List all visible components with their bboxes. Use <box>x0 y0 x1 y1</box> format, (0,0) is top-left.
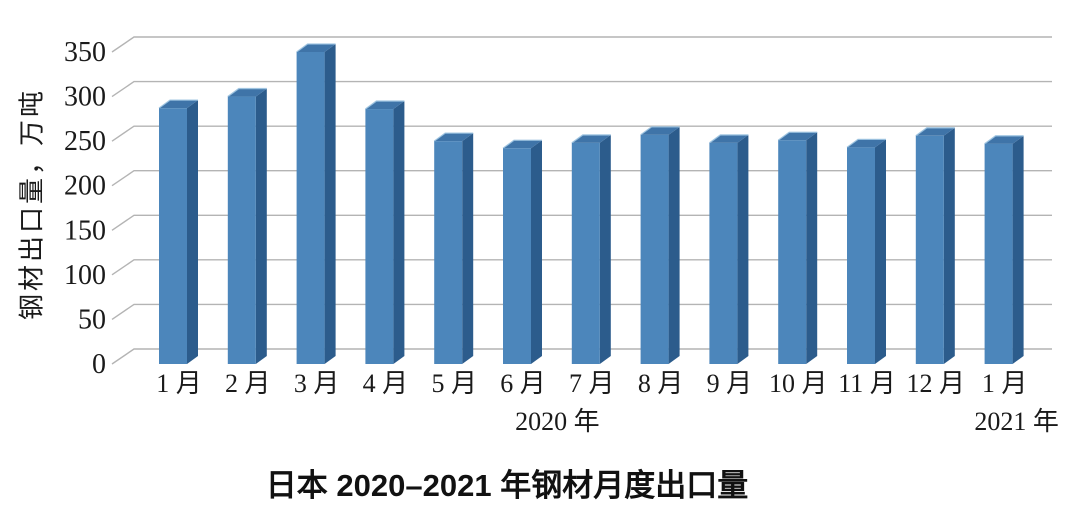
x-tick-label: 11 月 <box>838 369 896 398</box>
y-tick-label: 200 <box>64 171 106 202</box>
x-tick-label: 2 月 <box>225 369 271 398</box>
bar <box>433 132 474 364</box>
y-tick-label: 150 <box>64 215 106 246</box>
bars <box>158 43 1024 365</box>
x-tick-label: 4 月 <box>363 369 409 398</box>
y-tick-label: 50 <box>78 304 106 335</box>
x-axis-tick-labels: 1 月 2 月 3 月 4 月 5 月 6 月 7 月 8 月 9 月 10 月 11 月 12 月 1… <box>156 369 1027 398</box>
bar <box>846 138 886 364</box>
bar <box>709 134 749 364</box>
y-axis-title: 钢材出口量，万吨 <box>17 87 47 321</box>
x-tick-label: 10 月 <box>769 369 828 398</box>
bar <box>502 139 542 364</box>
x-tick-label: 7 月 <box>569 369 615 398</box>
y-tick-label: 250 <box>64 126 106 157</box>
x-tick-label: 12 月 <box>907 369 966 398</box>
bar <box>227 87 267 365</box>
x-tick-label: 5 月 <box>431 369 477 398</box>
bar <box>296 43 336 364</box>
x-tick-label: 1 月 <box>982 369 1028 398</box>
y-tick-label: 300 <box>64 82 106 113</box>
bar <box>984 135 1024 364</box>
year-label: 2020 年 <box>515 407 600 436</box>
x-tick-label: 1 月 <box>156 369 202 398</box>
gridlines <box>111 36 1052 365</box>
x-tick-label: 9 月 <box>707 369 753 398</box>
bar <box>640 126 680 364</box>
bar-chart-canvas: 0 50 100 150 200 250 300 350 1 月 2 月 3 月 4 月 5 月 6 月 7… <box>64 36 1059 436</box>
x-tick-label: 6 月 <box>500 369 546 398</box>
x-tick-label: 3 月 <box>294 369 340 398</box>
y-axis-tick-labels: 0 50 100 150 200 250 300 350 <box>64 37 106 380</box>
year-label: 2021 年 <box>974 407 1059 436</box>
x-tick-label: 8 月 <box>638 369 684 398</box>
bar <box>571 134 611 364</box>
bar <box>915 127 955 365</box>
y-tick-label: 0 <box>92 349 106 380</box>
chart-title: 日本 2020–2021 年钢材月度出口量 <box>265 468 749 503</box>
year-labels: 2020 年 2021 年 <box>515 407 1059 436</box>
y-tick-label: 350 <box>64 37 106 68</box>
bar <box>777 131 818 364</box>
bar <box>365 100 405 365</box>
y-tick-label: 100 <box>64 260 106 291</box>
bar <box>158 99 198 364</box>
